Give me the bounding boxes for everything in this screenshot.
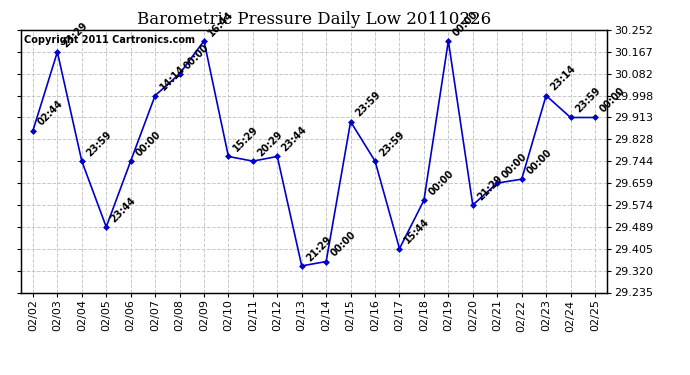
Text: Copyright 2011 Cartronics.com: Copyright 2011 Cartronics.com [23, 35, 195, 45]
Text: 00:00: 00:00 [182, 42, 211, 71]
Text: 00:00: 00:00 [524, 147, 553, 176]
Text: 21:29: 21:29 [475, 173, 504, 202]
Text: 23:59: 23:59 [573, 86, 602, 115]
Text: 00:00: 00:00 [598, 86, 627, 115]
Text: 23:44: 23:44 [109, 195, 138, 224]
Text: 00:00: 00:00 [500, 151, 529, 180]
Text: 23:59: 23:59 [353, 90, 382, 119]
Text: 00:00: 00:00 [329, 230, 358, 259]
Text: 15:44: 15:44 [402, 217, 431, 246]
Text: 00:00: 00:00 [426, 169, 455, 198]
Text: 02:44: 02:44 [36, 99, 65, 128]
Text: 15:29: 15:29 [231, 125, 260, 154]
Text: 23:29: 23:29 [60, 20, 89, 49]
Text: 00:00: 00:00 [133, 129, 162, 158]
Text: 00:00: 00:00 [451, 9, 480, 38]
Text: 16:44: 16:44 [207, 9, 236, 38]
Text: 23:59: 23:59 [378, 129, 407, 158]
Text: 20:29: 20:29 [255, 129, 285, 158]
Text: 23:44: 23:44 [280, 125, 309, 154]
Title: Barometric Pressure Daily Low 20110226: Barometric Pressure Daily Low 20110226 [137, 12, 491, 28]
Text: 23:59: 23:59 [85, 129, 114, 158]
Text: 21:29: 21:29 [304, 234, 333, 263]
Text: 14:14: 14:14 [158, 64, 187, 93]
Text: 23:14: 23:14 [549, 64, 578, 93]
